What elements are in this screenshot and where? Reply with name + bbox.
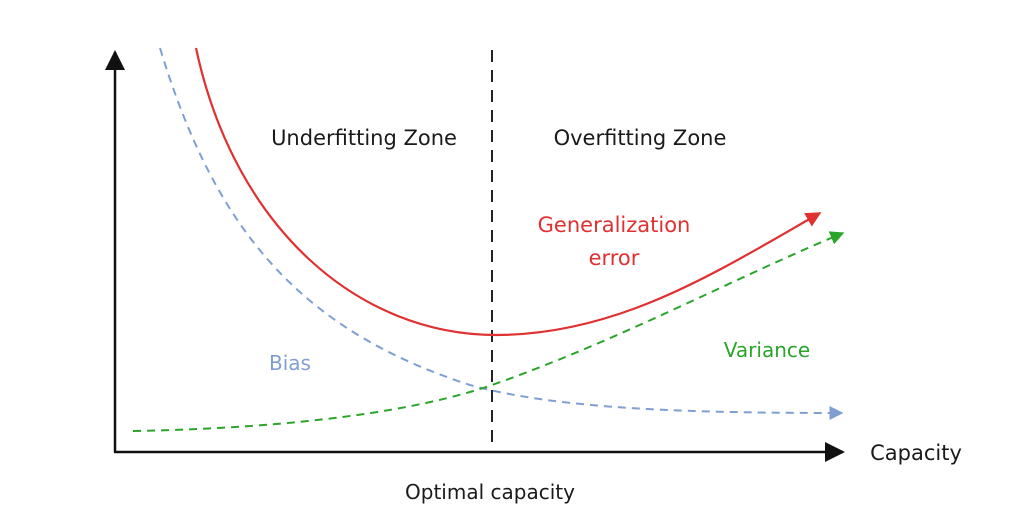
optimal-capacity-label: Optimal capacity <box>405 480 575 504</box>
bias-label: Bias <box>269 351 311 375</box>
variance-label: Variance <box>724 338 810 362</box>
variance-curve <box>132 231 845 432</box>
bias-curve <box>159 47 844 420</box>
capacity-axis-label: Capacity <box>870 441 962 465</box>
underfitting-zone-label: Underfitting Zone <box>271 126 457 150</box>
generalization-error-label-line1: Generalization <box>538 213 691 237</box>
generalization-error-curve <box>194 47 822 337</box>
generalization-error-label-line2: error <box>589 246 640 270</box>
overfitting-zone-label: Overfitting Zone <box>554 126 727 150</box>
